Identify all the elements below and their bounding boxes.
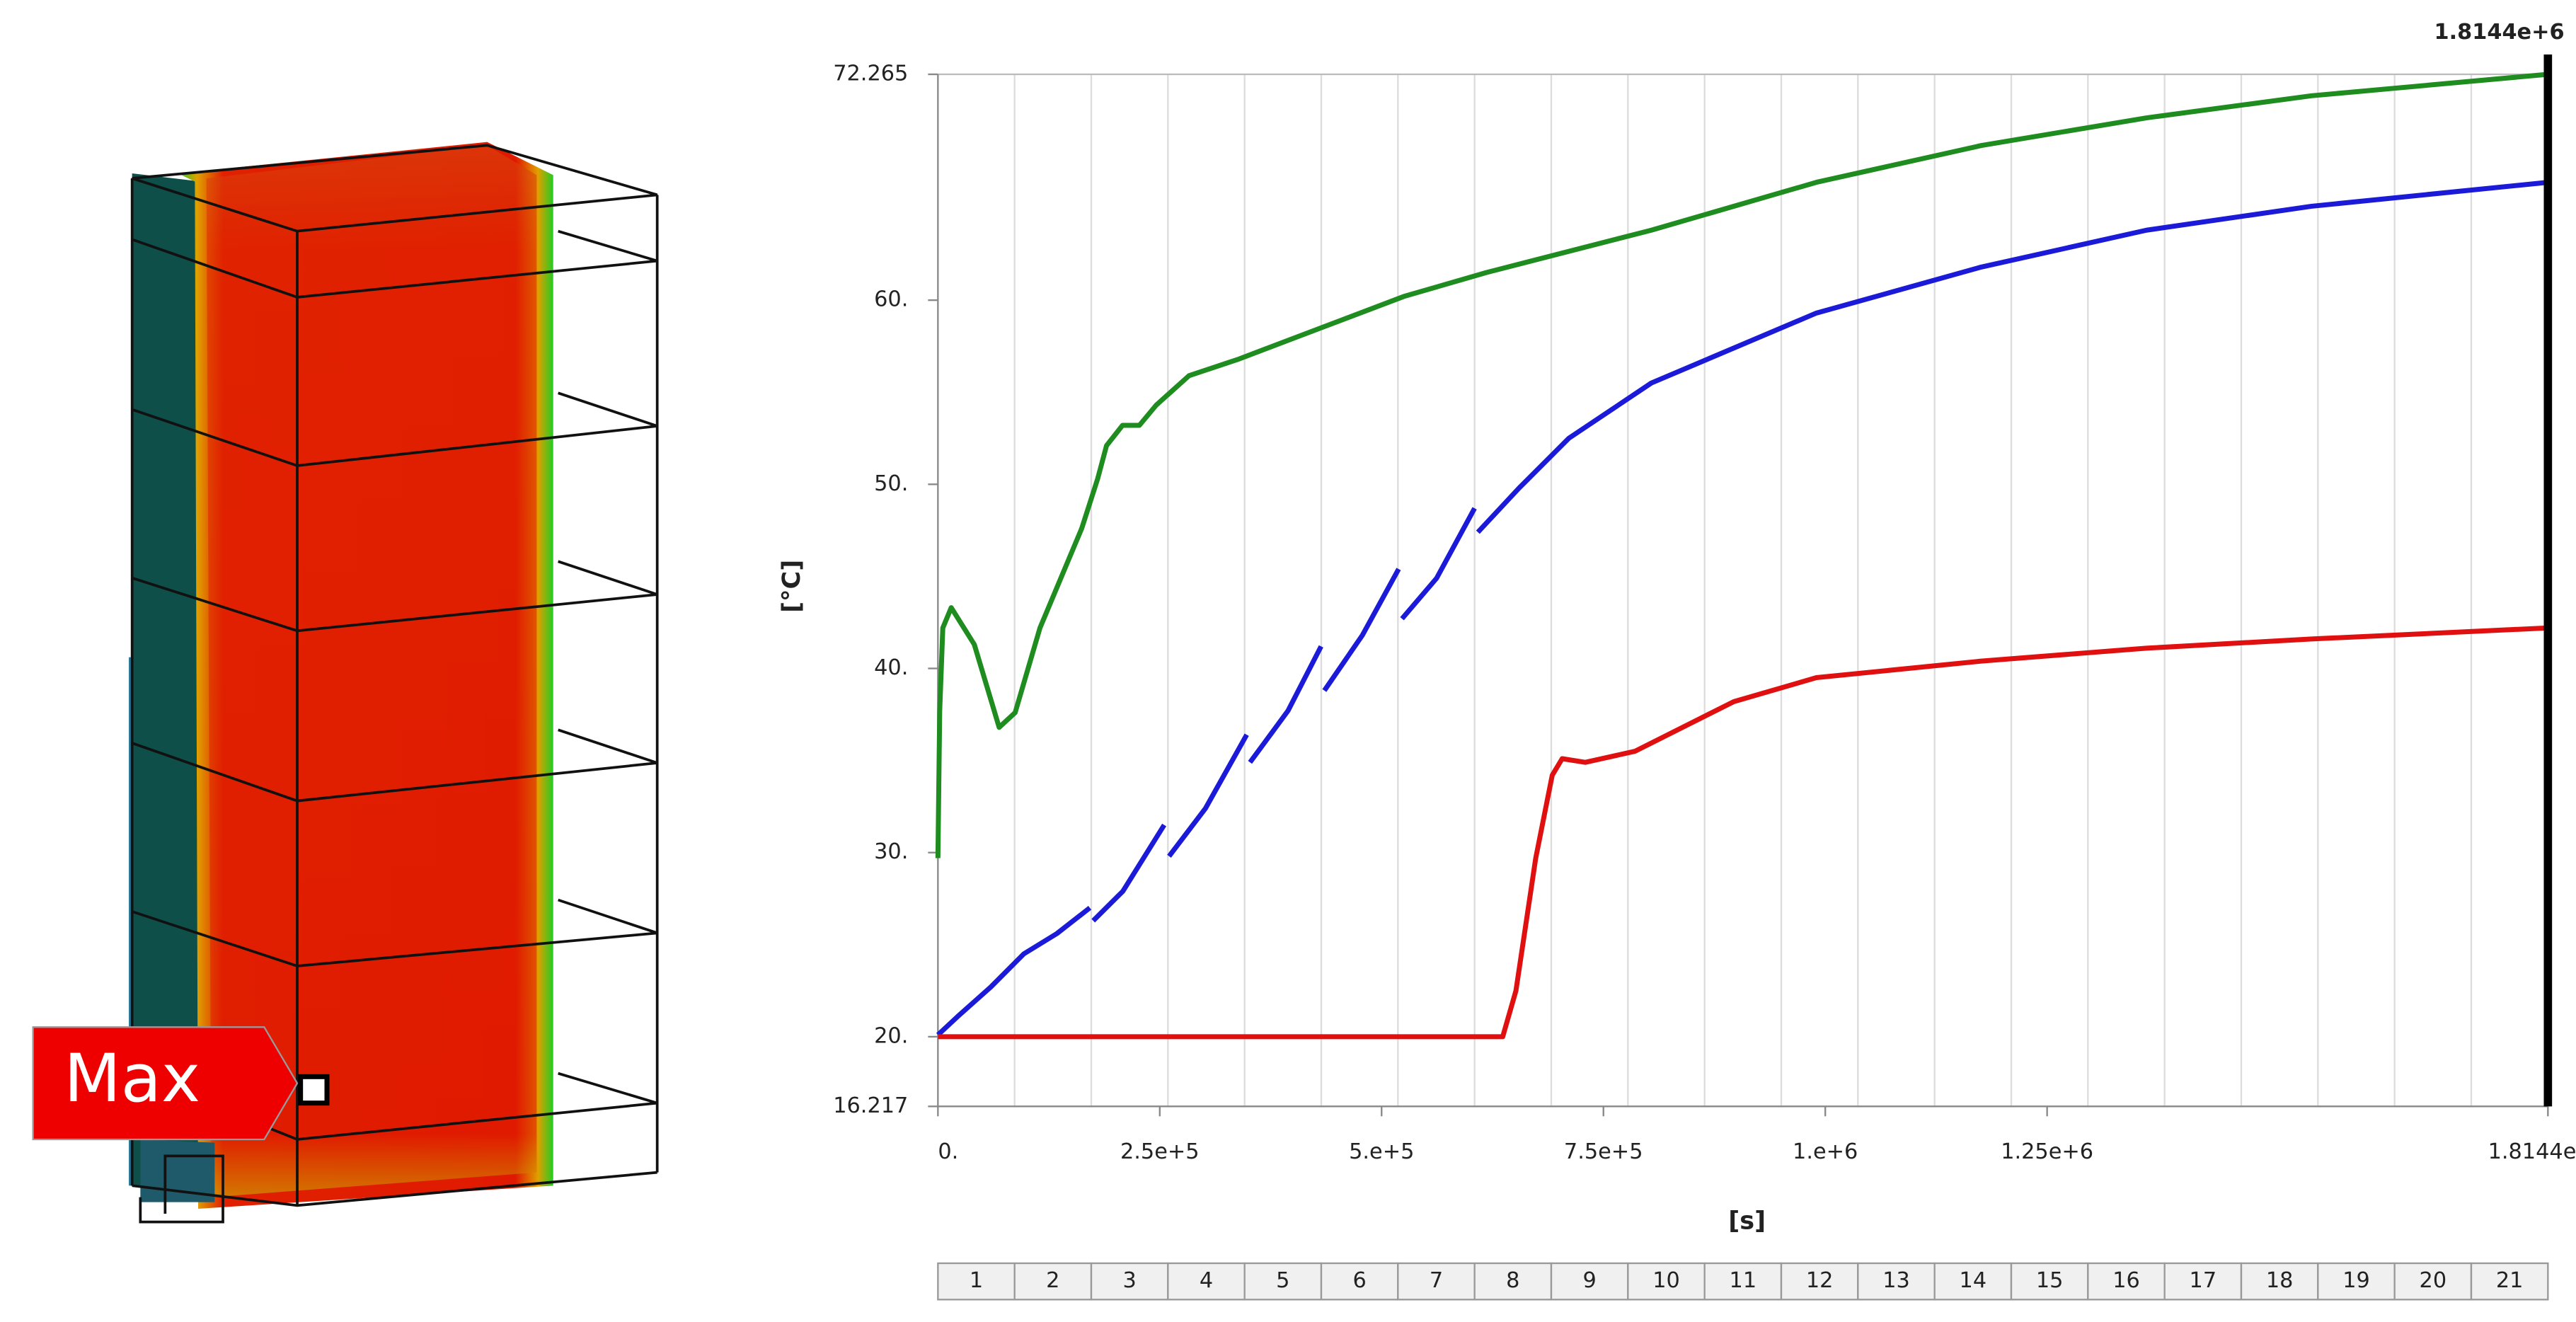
y-tick-label: 20. [874, 1023, 908, 1048]
step-label: 3 [1123, 1268, 1137, 1293]
step-label: 21 [2496, 1268, 2524, 1293]
series-line [1400, 507, 1477, 621]
step-cell [2087, 1262, 2166, 1301]
step-label: 4 [1200, 1268, 1213, 1293]
step-cell [1780, 1262, 1859, 1301]
step-cell [1397, 1262, 1476, 1301]
step-cell [2240, 1262, 2319, 1301]
step-label: 16 [2112, 1268, 2140, 1293]
step-label: 17 [2190, 1268, 2217, 1293]
model-cold-side [132, 173, 202, 1202]
x-tick-label: 1.25e+6 [2001, 1139, 2093, 1164]
x-tick-label: 7.5e+5 [1564, 1139, 1643, 1164]
step-cell [1933, 1262, 2013, 1301]
x-tick-label: 5.e+5 [1349, 1139, 1414, 1164]
step-label: 18 [2266, 1268, 2294, 1293]
step-label: 9 [1583, 1268, 1597, 1293]
x-tick-label: 1.e+6 [1793, 1139, 1858, 1164]
step-label: 15 [2036, 1268, 2064, 1293]
step-label: 1 [970, 1268, 983, 1293]
series-line [1167, 733, 1249, 858]
step-cell [1627, 1262, 1706, 1301]
series-line [1476, 180, 2548, 534]
step-cell [1167, 1262, 1246, 1301]
y-tick-label: 40. [874, 655, 908, 680]
step-label: 13 [1882, 1268, 1910, 1293]
model-wireframe [130, 144, 659, 1224]
series-line [1091, 823, 1167, 923]
series-line [936, 906, 1092, 1037]
probe-point [298, 1074, 330, 1106]
series-line [1322, 568, 1401, 692]
step-cell [2470, 1262, 2549, 1301]
step-label: 8 [1506, 1268, 1519, 1293]
probe-tag [32, 1026, 299, 1141]
series-line [935, 71, 2548, 858]
step-cell [2163, 1262, 2243, 1301]
x-tick-label: 1.8144e+6 [2488, 1139, 2576, 1164]
model-hot-core [206, 145, 537, 1197]
step-cell [2393, 1262, 2473, 1301]
step-label: 5 [1276, 1268, 1289, 1293]
step-label: 20 [2420, 1268, 2447, 1293]
x-tick-label: 0. [938, 1139, 958, 1164]
step-label: 14 [1960, 1268, 1987, 1293]
x-tick-label: 2.5e+5 [1120, 1139, 1200, 1164]
model-foot [140, 1139, 215, 1202]
step-cell [2317, 1262, 2396, 1301]
probe-label: Max [64, 1040, 200, 1117]
time-marker-label: 1.8144e+6 [2434, 20, 2565, 45]
step-label: 19 [2342, 1268, 2370, 1293]
series-line [1248, 645, 1323, 764]
y-tick-label: 50. [874, 471, 908, 496]
step-label: 2 [1046, 1268, 1059, 1293]
step-label: 11 [1730, 1268, 1757, 1293]
y-tick-label: 16.217 [833, 1093, 908, 1118]
x-axis-label: [s] [1728, 1207, 1766, 1236]
step-label: 7 [1430, 1268, 1443, 1293]
y-tick-label: 72.265 [833, 61, 908, 86]
y-axis-label: [°C] [778, 560, 806, 613]
step-cell [1243, 1262, 1323, 1301]
model-view: Max [32, 142, 659, 1224]
step-cell [937, 1262, 1016, 1301]
chart: 1 2 3 4 5 6 7 8 9 10 11 12 13 14 15 16 17 18 19 20 2116.2172… [778, 20, 2576, 1301]
step-label: 6 [1353, 1268, 1367, 1293]
y-tick-label: 30. [874, 839, 908, 864]
step-cell [1320, 1262, 1399, 1301]
series-line [938, 625, 2548, 1040]
step-cell [1550, 1262, 1629, 1301]
step-label: 12 [1806, 1268, 1834, 1293]
step-cell [1013, 1262, 1093, 1301]
step-label: 10 [1652, 1268, 1680, 1293]
y-tick-label: 60. [874, 287, 908, 312]
